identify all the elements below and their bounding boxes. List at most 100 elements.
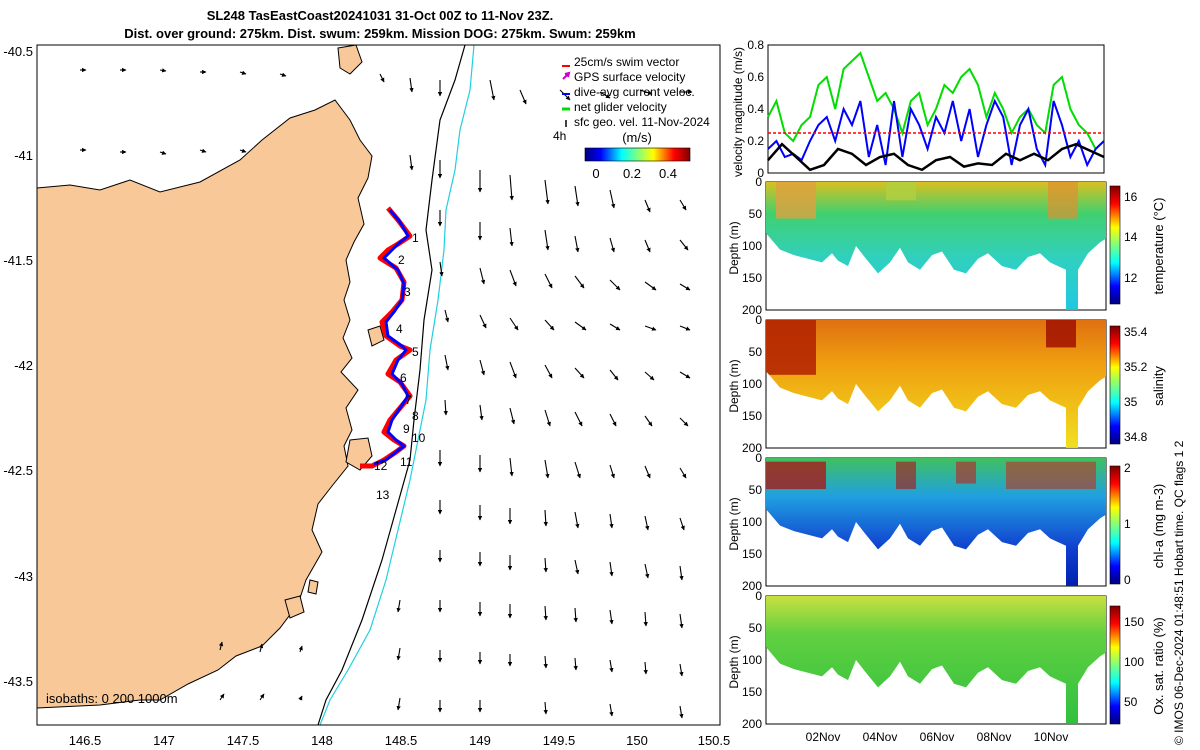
date-tick: 08Nov xyxy=(977,730,1012,744)
temp-cbar-tick: 14 xyxy=(1124,230,1138,244)
day-labels: 1 2 3 4 5 6 7 8 9 10 11 12 13 xyxy=(374,231,426,502)
day-label: 6 xyxy=(400,371,407,385)
chl-colorbar xyxy=(1109,465,1121,585)
day-label: 11 xyxy=(400,455,413,469)
oxygen-section xyxy=(765,595,1107,725)
island xyxy=(345,437,373,471)
island xyxy=(307,579,319,595)
glider-track-blue xyxy=(373,209,410,466)
ox-cbar-tick: 50 xyxy=(1124,695,1138,709)
lat-tick: -43.5 xyxy=(3,674,33,689)
velocity-panel: 0 0.2 0.4 0.6 0.8 velocity magnitude (m/… xyxy=(731,40,1105,180)
colorbar-tick: 0.2 xyxy=(623,166,641,181)
chl-ylabel: Depth (m) xyxy=(728,497,741,550)
lon-tick: 149.5 xyxy=(543,733,576,748)
chl-cbar-tick: 1 xyxy=(1124,517,1131,531)
sal-cbar-label: salinity xyxy=(1151,366,1166,406)
chl-cbar-tick: 2 xyxy=(1124,461,1131,475)
day-label: 8 xyxy=(412,409,419,423)
velocity-series-2 xyxy=(767,142,1105,172)
lon-tick: 149 xyxy=(469,733,491,748)
sal-cbar-tick: 34.8 xyxy=(1124,430,1148,444)
sal-ytick: 150 xyxy=(742,409,762,423)
sections-panel: 0 50 100 150 200 0 50 100 150 200 0 50 1… xyxy=(728,176,1166,744)
ox-ytick: 200 xyxy=(742,717,762,731)
vel-ytick: 0.6 xyxy=(747,70,764,84)
temperature-section xyxy=(765,181,1107,311)
map-panel: -40.5 -41 -41.5 -42 -42.5 -43 -43.5 146.… xyxy=(3,44,731,748)
ox-ytick: 100 xyxy=(742,653,762,667)
isobaths-label: isobaths: 0 200 1000m xyxy=(46,691,178,706)
day-label: 2 xyxy=(398,253,405,267)
day-label: 1 xyxy=(412,231,419,245)
lon-tick: 147.5 xyxy=(227,733,260,748)
vel-ylabel: velocity magnitude (m/s) xyxy=(731,47,745,177)
sal-ytick: 200 xyxy=(742,441,762,455)
date-tick: 02Nov xyxy=(806,730,841,744)
velocity-series-1 xyxy=(767,98,1105,169)
colorbar-tick: 0 xyxy=(592,166,599,181)
lon-tick: 147 xyxy=(153,733,175,748)
isobath-1000m xyxy=(319,45,475,725)
lat-tick: -41.5 xyxy=(3,253,33,268)
vel-ytick: 0 xyxy=(757,166,764,180)
ox-cbar-tick: 150 xyxy=(1124,615,1144,629)
day-label: 5 xyxy=(412,345,419,359)
chl-ytick: 100 xyxy=(742,515,762,529)
lat-axis: -40.5 -41 -41.5 -42 -42.5 -43 -43.5 xyxy=(3,44,33,689)
map-frame xyxy=(36,44,721,726)
sal-ytick: 100 xyxy=(742,377,762,391)
chl-cbar-tick: 0 xyxy=(1124,573,1131,587)
island xyxy=(337,45,363,75)
lon-tick: 148.5 xyxy=(385,733,418,748)
colorbar-tick: 0.4 xyxy=(659,166,677,181)
temp-ytick: 100 xyxy=(742,239,762,253)
lat-tick: -40.5 xyxy=(3,44,33,59)
velocity-series-0 xyxy=(767,51,1105,151)
lon-tick: 146.5 xyxy=(69,733,102,748)
lat-tick: -43 xyxy=(14,569,33,584)
ox-ytick: 0 xyxy=(755,589,762,603)
legend-label: sfc geo. vel. 11-Nov-2024 xyxy=(574,115,710,129)
day-label: 3 xyxy=(404,285,411,299)
lon-tick: 148 xyxy=(311,733,333,748)
surface-velocity-arrows xyxy=(80,67,693,719)
vel-ytick: 0.4 xyxy=(747,102,764,116)
sal-ylabel: Depth (m) xyxy=(728,359,741,412)
date-tick: 04Nov xyxy=(863,730,898,744)
temp-ytick: 150 xyxy=(742,271,762,285)
ox-ytick: 50 xyxy=(749,621,763,635)
ox-cbar-tick: 100 xyxy=(1124,655,1144,669)
chart-title-line2: Dist. over ground: 275km. Dist. swum: 25… xyxy=(124,26,636,41)
day-label: 12 xyxy=(374,459,388,473)
lon-tick: 150.5 xyxy=(698,733,731,748)
legend-label: 25cm/s swim vector xyxy=(574,55,679,69)
map-legend: 25cm/s swim vector GPS surface velocity … xyxy=(553,55,710,145)
day-label: 10 xyxy=(412,431,426,445)
colorbar-unit: (m/s) xyxy=(622,130,652,145)
ox-cbar-label: Ox. sat. ratio (%) xyxy=(1151,617,1166,715)
day-label: 7 xyxy=(405,393,412,407)
day-label: 9 xyxy=(403,422,410,436)
chl-ytick: 50 xyxy=(749,483,763,497)
legend-label: dive-avg current veloc. xyxy=(574,85,695,99)
temp-ytick: 200 xyxy=(742,303,762,317)
temp-colorbar xyxy=(1109,185,1121,305)
lat-tick: -42 xyxy=(14,358,33,373)
sal-ytick: 50 xyxy=(749,345,763,359)
sal-colorbar xyxy=(1109,325,1121,445)
day-label: 4 xyxy=(396,322,403,336)
chl-ytick: 200 xyxy=(742,579,762,593)
sal-cbar-tick: 35.4 xyxy=(1124,325,1148,339)
ox-colorbar xyxy=(1109,605,1121,725)
chart-title-line1: SL248 TasEastCoast20241031 31-Oct 00Z to… xyxy=(206,8,554,23)
lon-axis: 146.5 147 147.5 148 148.5 149 149.5 150 … xyxy=(69,733,731,748)
lat-tick: -41 xyxy=(14,148,33,163)
sal-ytick: 0 xyxy=(755,313,762,327)
ox-ylabel: Depth (m) xyxy=(728,635,741,688)
date-tick: 06Nov xyxy=(920,730,955,744)
legend-extra: 4h xyxy=(553,129,566,143)
chl-cbar-label: chl-a (mg m-3) xyxy=(1151,484,1166,569)
chl-ytick: 150 xyxy=(742,547,762,561)
speed-colorbar xyxy=(584,147,691,162)
